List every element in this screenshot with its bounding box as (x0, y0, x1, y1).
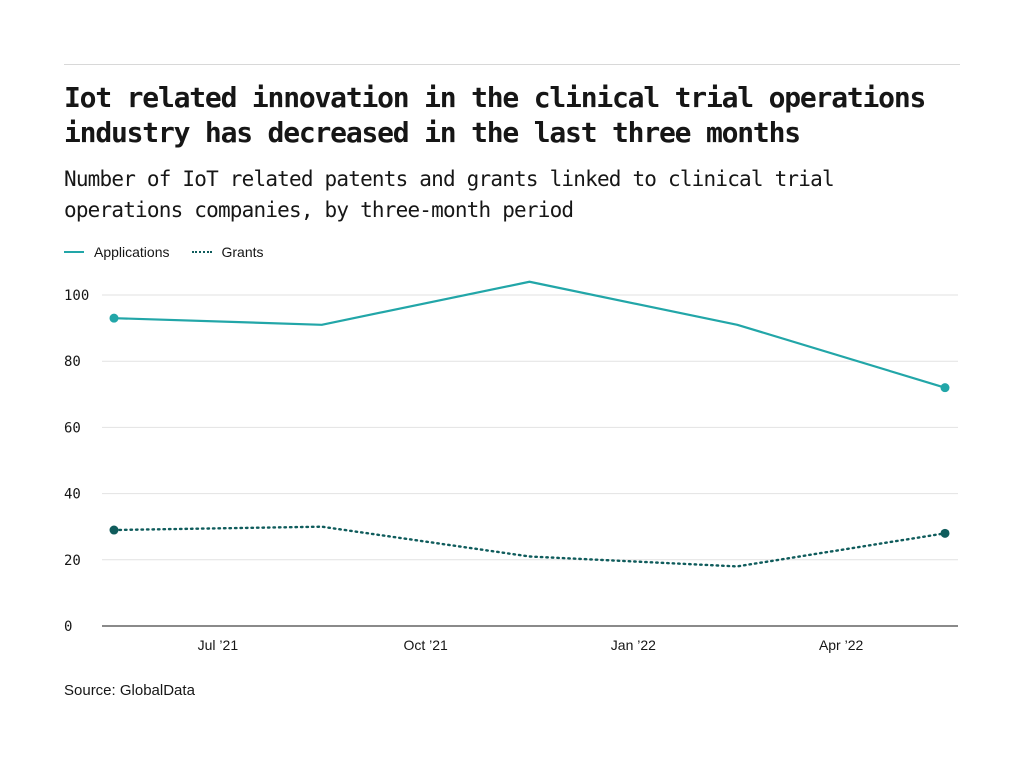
x-tick-label-1: Jul ’21 (198, 637, 239, 653)
data-point-applications-4 (940, 383, 950, 393)
legend-swatch-applications (64, 251, 84, 253)
source-note: Source: GlobalData (64, 682, 195, 699)
series-line-applications (112, 280, 947, 389)
x-tick-label-4: Apr ’22 (819, 637, 864, 653)
legend-label-grants: Grants (221, 244, 264, 260)
legend-swatch-grants (191, 251, 212, 253)
y-tick-label-20: 20 (64, 553, 81, 569)
data-point-grants-4 (940, 528, 950, 538)
y-tick-label-100: 100 (64, 288, 89, 304)
x-tick-label-3: Jan ’22 (611, 637, 656, 653)
chart-subtitle: Number of IoT related patents and grants… (64, 167, 835, 222)
chart-title: Iot related innovation in the clinical t… (64, 81, 926, 149)
data-point-applications-0 (109, 313, 119, 323)
y-tick-label-80: 80 (64, 354, 81, 370)
data-point-grants-0 (109, 525, 119, 535)
legend-item-grants[interactable]: Grants (191, 244, 264, 260)
y-tick-label-40: 40 (64, 487, 81, 503)
legend-item-applications[interactable]: Applications (64, 244, 170, 260)
x-tick-label-2: Oct ’21 (403, 637, 448, 653)
y-tick-label-0: 0 (64, 619, 72, 635)
y-tick-label-60: 60 (64, 420, 81, 436)
top-divider (64, 64, 960, 65)
series-line-grants (112, 525, 947, 568)
legend: Applications Grants (64, 242, 286, 262)
legend-label-applications: Applications (94, 244, 170, 260)
